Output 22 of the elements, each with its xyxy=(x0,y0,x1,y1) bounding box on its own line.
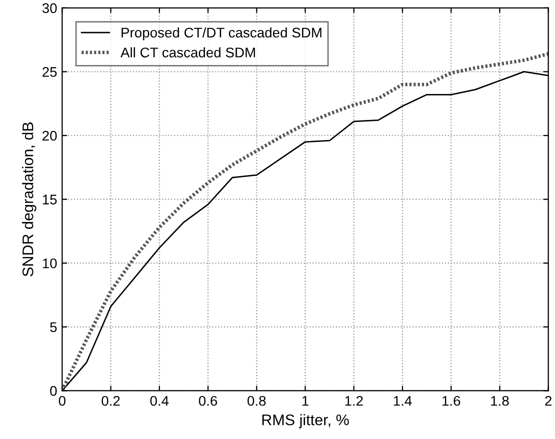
y-tick-label: 25 xyxy=(42,67,57,77)
legend-label: Proposed CT/DT cascaded SDM xyxy=(122,27,322,40)
legend-label: All CT cascaded SDM xyxy=(120,47,255,58)
y-tick-label: 20 xyxy=(42,130,57,141)
x-tick-label: 0 xyxy=(58,396,66,406)
x-axis-title: RMS jitter, % xyxy=(262,414,349,428)
x-tick-label: 1.4 xyxy=(394,396,412,406)
y-tick-label: 5 xyxy=(50,322,57,332)
x-tick-label: 0.2 xyxy=(102,396,120,406)
x-tick-label: 0.8 xyxy=(248,396,266,406)
y-tick-label: 10 xyxy=(42,258,57,268)
x-tick-label: 1.8 xyxy=(491,396,509,406)
x-tick-label: 2 xyxy=(545,396,552,406)
x-tick-label: 1.6 xyxy=(442,396,460,406)
y-tick-label: 30 xyxy=(42,3,57,14)
x-tick-label: 0.4 xyxy=(150,396,169,406)
x-tick-label: 0.6 xyxy=(198,396,218,406)
x-tick-label: 1.2 xyxy=(345,396,363,406)
x-tick-label: 1 xyxy=(302,396,308,406)
y-axis-title: SNDR degradation, dB xyxy=(22,122,36,276)
y-tick-label: 15 xyxy=(42,194,57,204)
y-tick-label: 0 xyxy=(50,386,57,396)
